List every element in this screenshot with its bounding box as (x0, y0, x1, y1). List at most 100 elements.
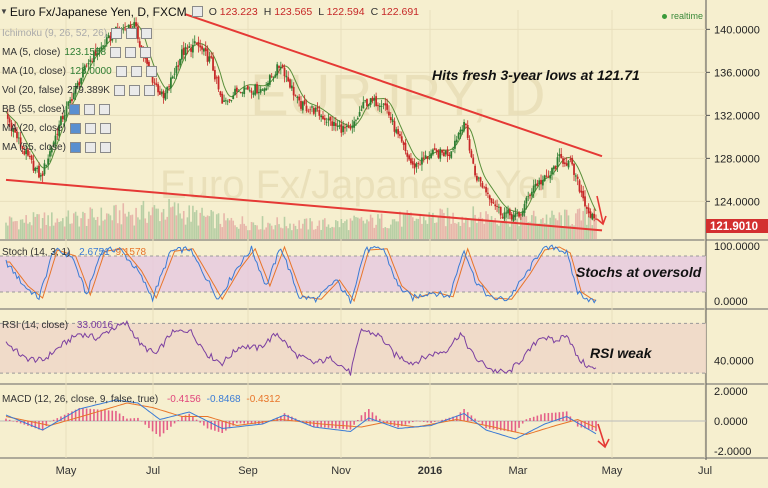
watermark-name: Euro Fx/Japanese Yen (160, 163, 563, 207)
candle-body (307, 110, 310, 112)
settings-icon[interactable] (130, 66, 142, 77)
candle-body (545, 175, 548, 177)
volume-bar (217, 213, 220, 239)
rsi-header: RSI (14, close) 33.0016 (2, 320, 113, 331)
volume-bar (371, 217, 374, 239)
close-icon[interactable] (99, 123, 111, 134)
settings-icon[interactable] (84, 142, 96, 153)
candle-body (10, 122, 13, 131)
close-icon[interactable] (143, 85, 155, 96)
eye-icon[interactable] (110, 47, 122, 58)
symbol-title[interactable]: Euro Fx/Japanese Yen, D, FXCM (9, 4, 187, 19)
trendline-support[interactable] (5, 178, 603, 232)
volume-bar (481, 218, 484, 239)
macd-histogram-bar (254, 421, 256, 424)
realtime-status: realtime (662, 11, 703, 21)
volume-bar (446, 207, 449, 239)
candle-body (591, 213, 594, 220)
eye-icon[interactable] (115, 66, 127, 77)
candle-body (61, 116, 64, 120)
macd-histogram-bar (236, 421, 238, 424)
macd-histogram-bar (408, 421, 410, 424)
candle-body (100, 46, 103, 50)
close-icon[interactable] (99, 142, 111, 153)
macd-title[interactable]: MACD (12, 26, close, 9, false, true) (2, 394, 159, 405)
legend-row[interactable]: Ichimoku (9, 26, 52, 26) (2, 28, 153, 39)
macd-histogram-bar (587, 421, 590, 430)
macd-histogram-bar (360, 415, 363, 421)
legend-row[interactable]: Vol (20, false) 279.389K (2, 85, 155, 96)
close-icon[interactable] (140, 47, 152, 58)
volume-bar (294, 225, 297, 239)
candle-body (470, 150, 473, 158)
candle-body (71, 99, 73, 102)
macd-histogram-bar (166, 421, 169, 430)
candle-body (578, 180, 581, 192)
volume-bar (30, 225, 33, 239)
candle-body (215, 77, 218, 79)
volume-bar (492, 220, 495, 239)
settings-icon[interactable] (128, 85, 140, 96)
legend-row[interactable]: BB (55, close) (2, 104, 110, 115)
volume-bar (193, 212, 196, 239)
volume-bar (118, 210, 121, 239)
eye-icon[interactable] (68, 104, 80, 115)
settings-icon[interactable] (191, 6, 203, 17)
macd-histogram-bar (291, 416, 293, 421)
legend-row[interactable]: MA (10, close) 123.0000 (2, 66, 157, 77)
volume-bar (250, 221, 253, 239)
stoch-title[interactable]: Stoch (14, 3, 1) (2, 247, 71, 258)
volume-bar (94, 219, 97, 239)
candle-body (490, 198, 493, 203)
macd-histogram-bar (280, 416, 282, 421)
macd-histogram-bar (595, 421, 597, 432)
eye-icon[interactable] (69, 123, 81, 134)
macd-histogram-bar (151, 421, 154, 432)
settings-icon[interactable] (126, 28, 138, 39)
candle-body (439, 148, 442, 159)
macd-histogram-bar (338, 421, 341, 429)
legend-row[interactable]: MA (20, close) (2, 123, 111, 134)
volume-bar (157, 208, 159, 239)
candle-body (457, 133, 460, 139)
trendline-resistance[interactable] (185, 13, 603, 158)
candle-body (373, 97, 376, 101)
legend-row[interactable]: MA (55, close) (2, 142, 111, 153)
volume-bar (215, 214, 218, 239)
candle-body (58, 124, 61, 137)
volume-bar (195, 210, 198, 239)
candle-body (82, 68, 84, 78)
volume-bar (171, 206, 174, 239)
close-icon[interactable] (98, 104, 110, 115)
settings-icon[interactable] (84, 123, 96, 134)
candle-body (28, 156, 31, 157)
y-tick-label: 124.0000 (714, 196, 760, 208)
settings-icon[interactable] (125, 47, 137, 58)
candle-body (129, 24, 132, 28)
legend-row[interactable]: MA (5, close) 123.1558 (2, 47, 152, 58)
eye-icon[interactable] (111, 28, 123, 39)
chevron-down-icon[interactable]: ▼ (0, 7, 8, 16)
macd-histogram-bar (375, 415, 377, 421)
volume-bar (19, 219, 22, 239)
volume-bar (248, 230, 251, 239)
volume-bar (85, 225, 88, 239)
close-icon[interactable] (141, 28, 153, 39)
macd-histogram-bar (287, 414, 289, 421)
candle-body (173, 73, 176, 75)
candle-body (334, 123, 337, 127)
price-axis-area[interactable] (706, 0, 768, 483)
candle-body (36, 167, 39, 170)
close-icon[interactable] (145, 66, 157, 77)
eye-icon[interactable] (69, 142, 81, 153)
volume-bar (316, 225, 319, 239)
candle-body (287, 77, 290, 82)
eye-icon[interactable] (113, 85, 125, 96)
rsi-title[interactable]: RSI (14, close) (2, 320, 69, 331)
candle-body (38, 165, 40, 178)
candle-body (483, 187, 486, 189)
volume-bar (441, 209, 443, 239)
settings-icon[interactable] (83, 104, 95, 115)
